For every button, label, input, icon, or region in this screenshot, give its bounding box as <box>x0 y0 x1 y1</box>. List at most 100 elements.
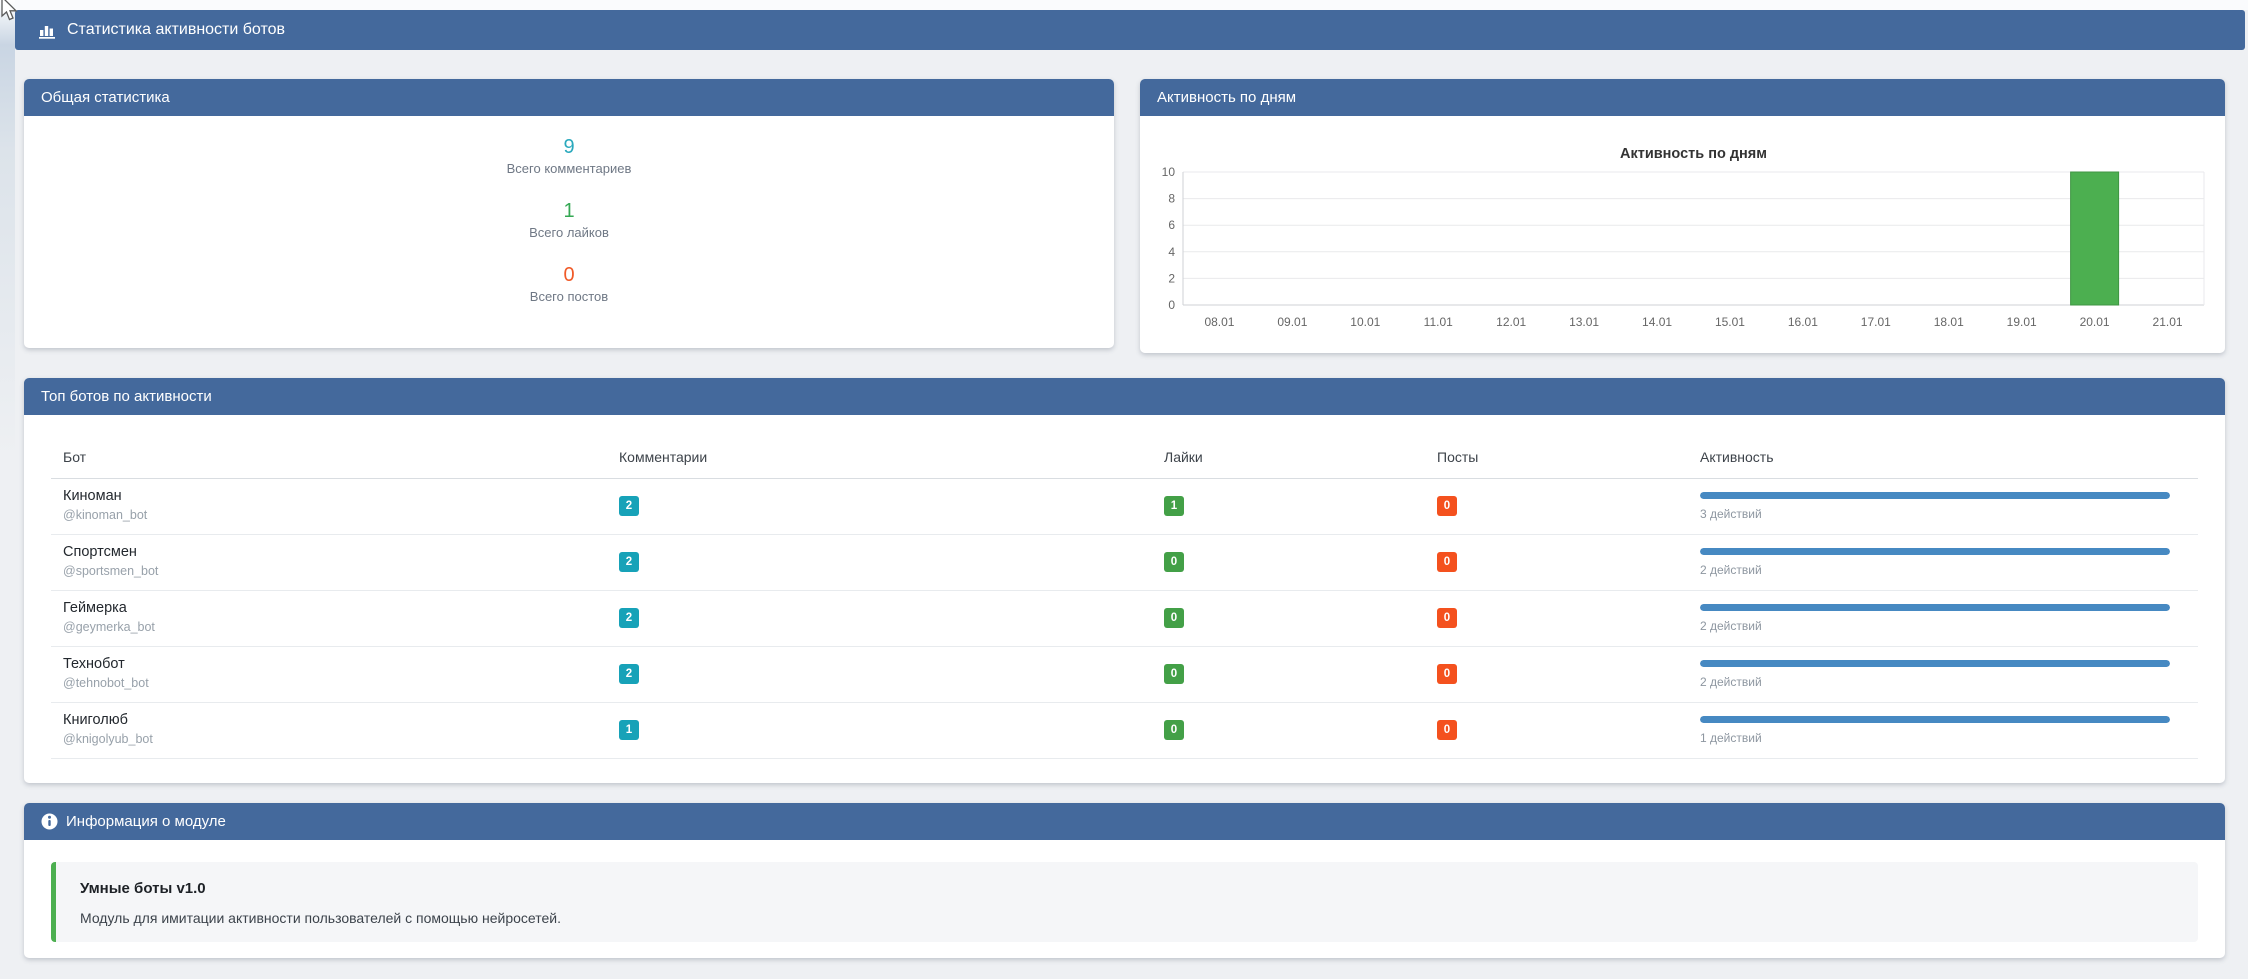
stat-label: Всего постов <box>529 289 609 304</box>
svg-text:21.01: 21.01 <box>2153 315 2183 329</box>
bot-handle: @tehnobot_bot <box>63 676 149 690</box>
activity-progress-fill <box>1700 492 2170 499</box>
comments-count-badge: 1 <box>619 719 639 740</box>
comments-count-badge: 2 <box>619 607 639 628</box>
column-header-3: Посты <box>1437 449 1479 465</box>
stat-label: Всего комментариев <box>506 161 632 176</box>
bot-handle: @kinoman_bot <box>63 508 148 522</box>
bot-name: Геймерка <box>63 600 127 616</box>
bot-handle: @geymerka_bot <box>63 620 155 634</box>
table-row: Технобот @tehnobot_bot 2 0 0 2 действий <box>51 647 2198 703</box>
activity-bar-chart[interactable]: Активность по дням 0 2 4 6 8 10 08.01 09.01 10.01… <box>1140 116 2225 353</box>
svg-text:20.01: 20.01 <box>2080 315 2110 329</box>
activity-label: 3 действий <box>1700 507 1762 521</box>
activity-progress <box>1700 492 2170 499</box>
stat-value: 1 <box>563 200 575 222</box>
activity-cell: 2 действий <box>1688 543 2198 590</box>
comments-cell: 2 <box>607 599 1152 646</box>
stat-value: 0 <box>563 264 575 286</box>
column-header-0: Бот <box>63 449 87 465</box>
comments-count-badge: 2 <box>619 663 639 684</box>
table-row: Спортсмен @sportsmen_bot 2 0 0 2 действи… <box>51 535 2198 591</box>
column-header-4: Активность <box>1700 449 1774 465</box>
svg-text:0: 0 <box>1168 298 1175 312</box>
column-header-1: Комментарии <box>619 449 708 465</box>
svg-text:Активность по дням: Активность по дням <box>1620 146 1767 162</box>
svg-text:19.01: 19.01 <box>2007 315 2037 329</box>
stat-value: 9 <box>563 136 575 158</box>
bot-name: Книголюб <box>63 712 128 728</box>
svg-text:6: 6 <box>1168 218 1175 232</box>
activity-label: 2 действий <box>1700 619 1762 633</box>
table-row: Киноман @kinoman_bot 2 1 0 3 действий <box>51 479 2198 535</box>
posts-cell: 0 <box>1425 487 1688 534</box>
activity-progress-fill <box>1700 716 2170 723</box>
info-panel: Информация о модуле Умные боты v1.0 Моду… <box>24 803 2225 958</box>
bot-handle: @sportsmen_bot <box>63 564 159 578</box>
likes-count-badge: 0 <box>1164 719 1184 740</box>
bots-table: Бот Комментарии Лайки Посты Активность Кином… <box>51 443 2198 759</box>
svg-text:4: 4 <box>1168 245 1175 259</box>
comments-cell: 2 <box>607 543 1152 590</box>
module-name: Умные боты v1.0 <box>80 880 206 897</box>
activity-panel-header: Активность по дням <box>1140 79 2225 116</box>
module-description: Модуль для имитации активности пользоват… <box>80 910 561 926</box>
likes-count-badge: 0 <box>1164 607 1184 628</box>
activity-cell: 2 действий <box>1688 599 2198 646</box>
stats-list: 9 Всего комментариев 1 Всего лайков 0 Вс… <box>24 116 1114 304</box>
activity-progress-fill <box>1700 548 2170 555</box>
stats-panel: Общая статистика 9 Всего комментариев 1 … <box>24 79 1114 348</box>
svg-text:2: 2 <box>1168 271 1175 285</box>
mouse-cursor <box>1 0 18 21</box>
likes-count-badge: 1 <box>1164 495 1184 516</box>
likes-count-badge: 0 <box>1164 551 1184 572</box>
activity-cell: 3 действий <box>1688 487 2198 534</box>
svg-text:12.01: 12.01 <box>1496 315 1526 329</box>
svg-text:17.01: 17.01 <box>1861 315 1891 329</box>
top-bots-panel: Топ ботов по активности Бот Комментарии Ла… <box>24 378 2225 783</box>
likes-cell: 0 <box>1152 655 1425 702</box>
likes-cell: 0 <box>1152 711 1425 758</box>
info-panel-header: Информация о модуле <box>24 803 2225 840</box>
stat-item: 1 Всего лайков <box>24 199 1114 240</box>
stat-item: 0 Всего постов <box>24 263 1114 304</box>
info-circle-icon <box>41 813 58 830</box>
bot-cell: Киноман @kinoman_bot <box>51 487 607 534</box>
bot-cell: Книголюб @knigolyub_bot <box>51 711 607 758</box>
activity-progress-fill <box>1700 660 2170 667</box>
posts-count-badge: 0 <box>1437 495 1457 516</box>
posts-count-badge: 0 <box>1437 551 1457 572</box>
comments-count-badge: 2 <box>619 551 639 572</box>
top-edge-strip <box>0 0 2248 10</box>
svg-text:10: 10 <box>1162 165 1176 179</box>
svg-text:13.01: 13.01 <box>1569 315 1599 329</box>
likes-count-badge: 0 <box>1164 663 1184 684</box>
bot-handle: @knigolyub_bot <box>63 732 153 746</box>
table-header-row: Бот Комментарии Лайки Посты Активность <box>51 443 2198 479</box>
page-header: Статистика активности ботов <box>15 10 2245 50</box>
posts-cell: 0 <box>1425 655 1688 702</box>
likes-cell: 1 <box>1152 487 1425 534</box>
activity-label: 2 действий <box>1700 675 1762 689</box>
activity-progress <box>1700 604 2170 611</box>
stats-panel-header: Общая статистика <box>24 79 1114 116</box>
table-body: Киноман @kinoman_bot 2 1 0 3 действий Сп… <box>51 479 2198 759</box>
bot-name: Киноман <box>63 488 122 504</box>
comments-count-badge: 2 <box>619 495 639 516</box>
posts-cell: 0 <box>1425 711 1688 758</box>
svg-text:16.01: 16.01 <box>1788 315 1818 329</box>
bot-cell: Спортсмен @sportsmen_bot <box>51 543 607 590</box>
bar-chart-icon <box>39 22 58 39</box>
posts-cell: 0 <box>1425 543 1688 590</box>
bot-name: Технобот <box>63 656 125 672</box>
svg-text:09.01: 09.01 <box>1277 315 1307 329</box>
bot-cell: Технобот @tehnobot_bot <box>51 655 607 702</box>
likes-cell: 0 <box>1152 543 1425 590</box>
svg-text:8: 8 <box>1168 192 1175 206</box>
module-alert: Умные боты v1.0 Модуль для имитации акти… <box>51 862 2198 942</box>
activity-progress <box>1700 716 2170 723</box>
comments-cell: 1 <box>607 711 1152 758</box>
svg-text:18.01: 18.01 <box>1934 315 1964 329</box>
comments-cell: 2 <box>607 655 1152 702</box>
activity-panel-title: Активность по дням <box>1157 89 1297 106</box>
